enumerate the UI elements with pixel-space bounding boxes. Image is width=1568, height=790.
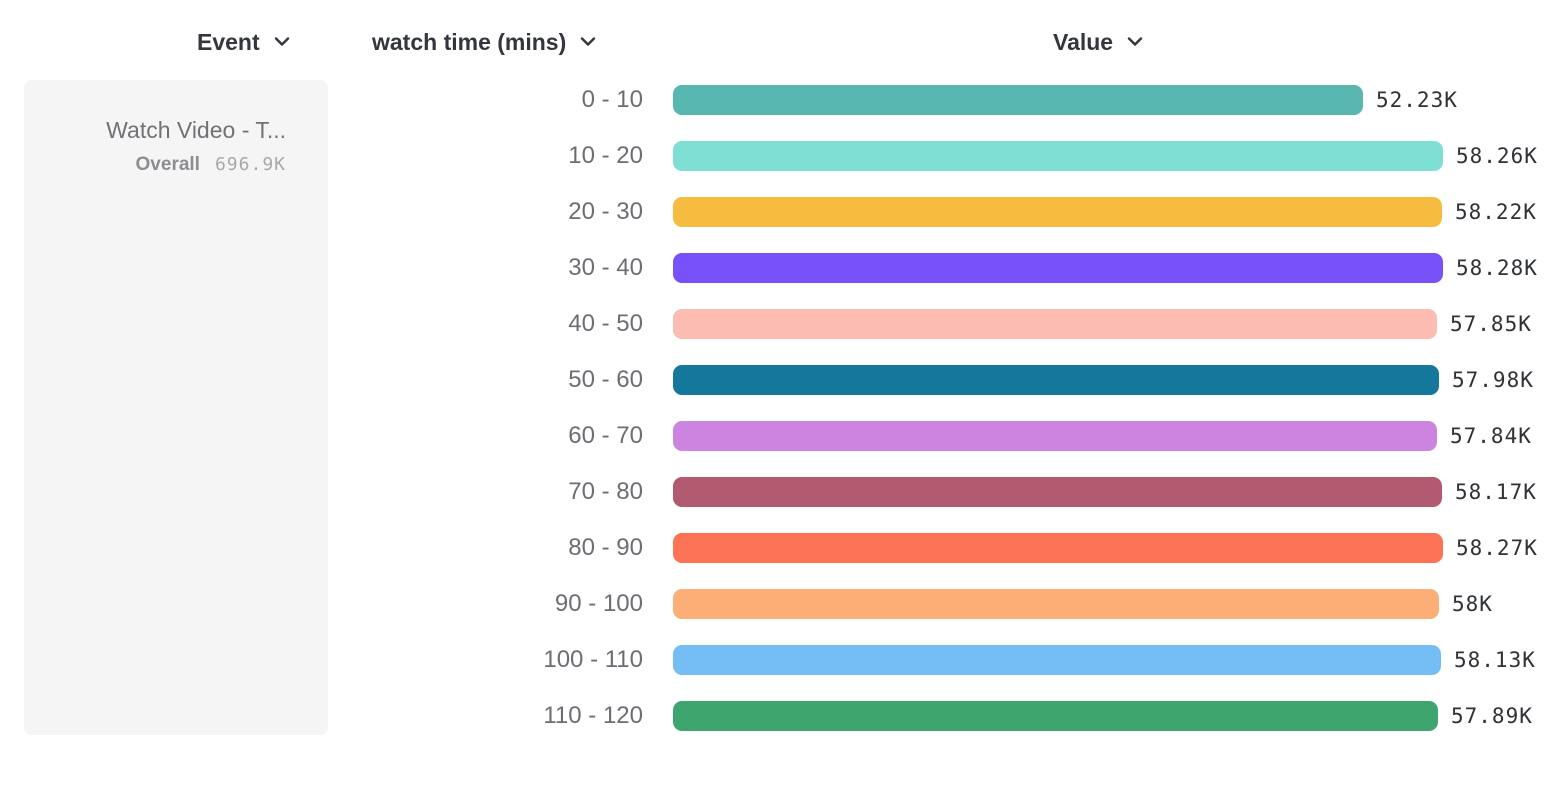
overall-label: Overall (135, 154, 200, 175)
category-label: 0 - 10 (581, 86, 643, 113)
event-column-label: Event (197, 29, 260, 55)
category-label: 30 - 40 (568, 254, 643, 281)
bar[interactable] (673, 253, 1443, 283)
chart-row: 70 - 80 58.17K (0, 464, 1568, 520)
category-label: 40 - 50 (568, 310, 643, 337)
value-label: 58.28K (1456, 256, 1538, 280)
value-label: 57.84K (1450, 424, 1532, 448)
category-label: 10 - 20 (568, 142, 643, 169)
bar[interactable] (673, 197, 1442, 227)
value-label: 57.98K (1452, 368, 1534, 392)
chart-row: 110 - 120 57.89K (0, 688, 1568, 744)
bar-chart: 0 - 10 52.23K 10 - 20 58.26K 20 - 30 58.… (0, 72, 1568, 744)
category-label: 60 - 70 (568, 422, 643, 449)
bar[interactable] (673, 589, 1439, 619)
event-column-dropdown[interactable]: Event (197, 29, 290, 55)
category-label: 110 - 120 (543, 702, 643, 729)
value-label: 58K (1452, 592, 1493, 616)
event-legend-content: Watch Video - T... Overall 696.9K (106, 116, 286, 177)
value-column-dropdown[interactable]: Value (1053, 29, 1143, 55)
chevron-down-icon (580, 37, 596, 47)
chevron-down-icon (1127, 37, 1143, 47)
chevron-down-icon (274, 37, 290, 47)
chart-row: 0 - 10 52.23K (0, 72, 1568, 128)
value-label: 57.89K (1451, 704, 1533, 728)
value-column-label: Value (1053, 29, 1114, 55)
value-label: 58.22K (1455, 200, 1537, 224)
chart-row: 90 - 100 58K (0, 576, 1568, 632)
category-label: 70 - 80 (568, 478, 643, 505)
bar[interactable] (673, 309, 1437, 339)
category-label: 20 - 30 (568, 198, 643, 225)
breakdown-column-dropdown[interactable]: watch time (mins) (372, 29, 596, 55)
value-label: 58.27K (1456, 536, 1538, 560)
bar[interactable] (673, 365, 1439, 395)
value-label: 58.13K (1454, 648, 1536, 672)
overall-value: 696.9K (214, 154, 286, 175)
bar[interactable] (673, 141, 1443, 171)
value-label: 58.26K (1456, 144, 1538, 168)
category-label: 90 - 100 (554, 590, 643, 617)
chart-row: 20 - 30 58.22K (0, 184, 1568, 240)
chart-row: 40 - 50 57.85K (0, 296, 1568, 352)
category-label: 50 - 60 (568, 366, 643, 393)
breakdown-column-label: watch time (mins) (372, 29, 567, 55)
bar[interactable] (673, 477, 1442, 507)
event-overall-row: Overall 696.9K (106, 153, 286, 177)
bar[interactable] (673, 85, 1363, 115)
bar[interactable] (673, 701, 1438, 731)
bar[interactable] (673, 645, 1441, 675)
event-title: Watch Video - T... (106, 117, 286, 143)
chart-row: 30 - 40 58.28K (0, 240, 1568, 296)
category-label: 100 - 110 (543, 646, 643, 673)
chart-row: 80 - 90 58.27K (0, 520, 1568, 576)
chart-row: 100 - 110 58.13K (0, 632, 1568, 688)
chart-row: 60 - 70 57.84K (0, 408, 1568, 464)
bar[interactable] (673, 421, 1437, 451)
chart-row: 10 - 20 58.26K (0, 128, 1568, 184)
value-label: 58.17K (1455, 480, 1537, 504)
bar[interactable] (673, 533, 1443, 563)
event-legend-card[interactable]: Watch Video - T... Overall 696.9K (24, 80, 328, 735)
category-label: 80 - 90 (568, 534, 643, 561)
chart-row: 50 - 60 57.98K (0, 352, 1568, 408)
value-label: 52.23K (1376, 88, 1458, 112)
value-label: 57.85K (1450, 312, 1532, 336)
